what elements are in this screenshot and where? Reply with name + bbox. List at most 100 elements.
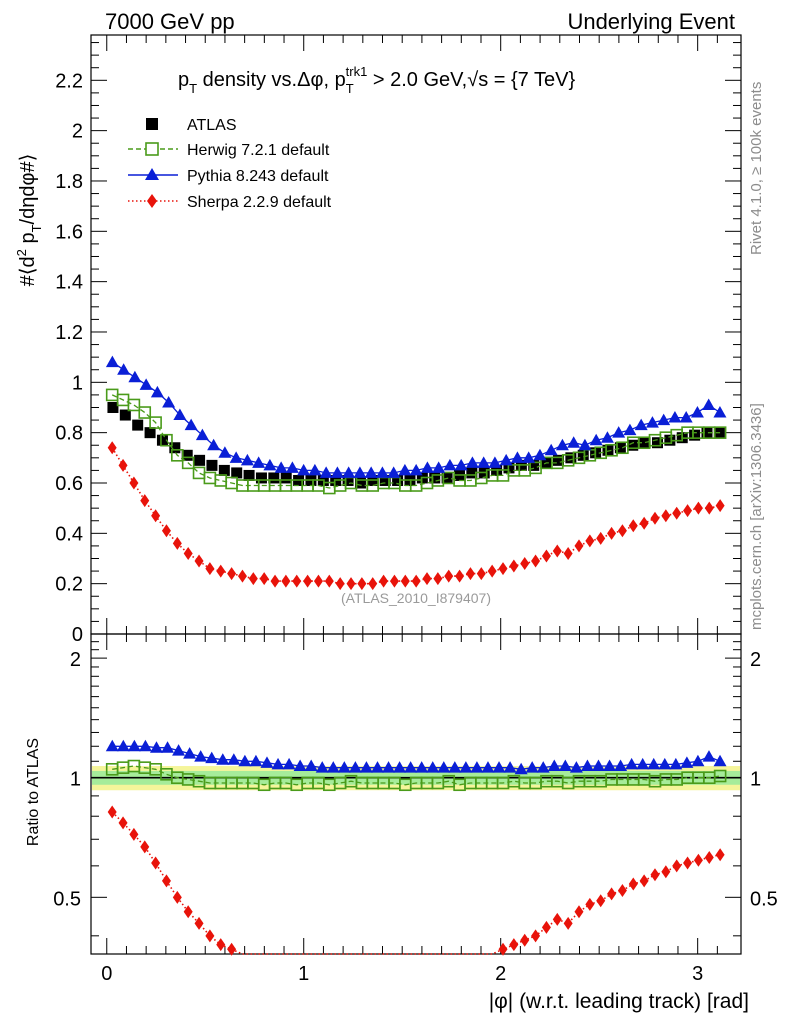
pythia-point — [634, 418, 648, 431]
sherpa-point — [161, 874, 171, 888]
pythia-point — [415, 761, 429, 773]
sherpa-point — [107, 805, 117, 819]
pythia-point — [139, 378, 153, 390]
sherpa-point — [683, 504, 693, 518]
pythia-point — [690, 406, 704, 418]
sherpa-point — [693, 501, 703, 515]
pythia-point — [448, 761, 462, 773]
herwig-point — [149, 416, 162, 429]
atlas-point — [169, 442, 181, 454]
x-tick-label: 3 — [692, 963, 703, 985]
pythia-point — [679, 411, 693, 423]
atlas-point — [466, 467, 478, 479]
sherpa-point — [118, 458, 128, 472]
x-tick-label: 0 — [101, 963, 112, 985]
pythia-point — [680, 756, 694, 768]
main-y-label: #⟨d2 pT/dηdφ#⟩ — [14, 154, 44, 287]
atlas-point — [664, 434, 676, 446]
sherpa-point — [607, 526, 617, 540]
herwig-point — [181, 456, 195, 470]
sherpa-point — [607, 887, 617, 901]
x-axis: 0 1 2 3 — [101, 35, 718, 985]
pythia-point — [514, 762, 528, 775]
legend-herwig: Herwig 7.2.1 default — [128, 142, 330, 159]
sherpa-point — [248, 572, 258, 586]
pythia-point — [420, 461, 434, 473]
sherpa-point — [650, 868, 660, 882]
pythia-point — [128, 370, 142, 383]
pythia-point — [459, 761, 473, 773]
ratio-y-tick-label: 1 — [70, 769, 81, 791]
sherpa-point — [140, 494, 150, 508]
atlas-point — [701, 427, 713, 439]
rivet-label: Rivet 4.1.0, ≥ 100k events — [748, 82, 765, 255]
pythia-point — [522, 451, 536, 463]
sherpa-point — [617, 524, 627, 538]
pythia-point — [348, 761, 362, 773]
sherpa-point — [183, 546, 193, 560]
pythia-point — [481, 761, 495, 773]
herwig-point — [713, 426, 727, 439]
sherpa-point — [194, 916, 204, 930]
atlas-point — [429, 472, 441, 484]
pythia-point — [503, 761, 517, 773]
pythia-point — [337, 761, 351, 773]
pythia-point — [285, 461, 299, 473]
sherpa-point — [151, 856, 161, 870]
pythia-point — [260, 756, 274, 768]
ratio-y-tick-label-right: 1 — [750, 769, 761, 791]
atlas-point — [552, 454, 564, 466]
pythia-point — [162, 395, 176, 408]
pythia-point — [353, 466, 367, 478]
pythia-point — [443, 458, 457, 471]
pythia-point — [591, 759, 605, 772]
pythia-point — [492, 761, 506, 773]
sherpa-point — [389, 574, 399, 588]
sherpa-point — [183, 905, 193, 919]
pythia-point — [567, 436, 581, 448]
pythia-point — [297, 463, 311, 476]
pythia-point — [612, 426, 626, 438]
sherpa-point — [628, 877, 638, 891]
pythia-point — [437, 761, 451, 773]
ratio-y-tick-label-right: 0.5 — [750, 888, 778, 910]
atlas-point — [342, 474, 354, 486]
analysis-id-watermark: (ATLAS_2010_I879407) — [341, 590, 491, 606]
sherpa-point — [205, 929, 215, 943]
sherpa-point — [303, 574, 313, 588]
pythia-point — [183, 747, 197, 759]
atlas-point — [132, 419, 144, 431]
pythia-point — [359, 761, 373, 773]
pythia-point — [240, 453, 254, 466]
pythia-point — [207, 438, 221, 451]
sherpa-point — [107, 441, 117, 455]
pythia-point — [370, 761, 384, 773]
atlas-point — [181, 449, 193, 461]
atlas-point — [280, 472, 292, 484]
x-tick-label: 2 — [495, 963, 506, 985]
atlas-point — [379, 474, 391, 486]
pythia-point — [393, 761, 407, 773]
pythia-point — [138, 739, 152, 752]
main-y-tick-label: 0.8 — [55, 423, 83, 445]
pythia-point — [636, 757, 650, 770]
legend-atlas: ATLAS — [146, 117, 237, 134]
pythia-point — [105, 739, 119, 752]
pythia-point — [569, 761, 583, 773]
sherpa-point — [531, 929, 541, 943]
pythia-point — [249, 754, 263, 767]
pythia-point — [330, 466, 344, 478]
pythia-point — [614, 759, 628, 772]
sherpa-point — [281, 574, 291, 588]
sherpa-point — [237, 569, 247, 583]
pythia-point — [426, 761, 440, 773]
pythia-point — [454, 458, 468, 471]
sherpa-point — [476, 567, 486, 581]
herwig-point — [160, 433, 173, 447]
atlas-point — [119, 409, 131, 421]
sherpa-point — [227, 942, 237, 956]
main-y-tick-label: 1.8 — [55, 171, 83, 193]
pythia-point — [252, 456, 266, 468]
sherpa-point — [661, 509, 671, 523]
herwig-point — [171, 449, 184, 462]
